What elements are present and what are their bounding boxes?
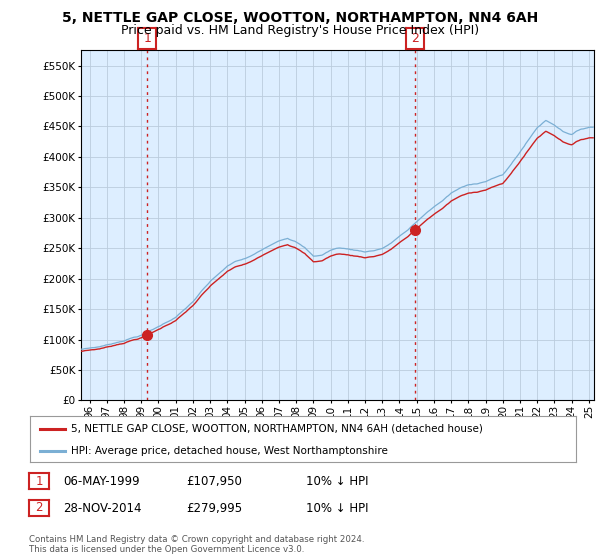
Text: 10% ↓ HPI: 10% ↓ HPI [306,502,368,515]
Text: 28-NOV-2014: 28-NOV-2014 [63,502,142,515]
Text: 1: 1 [35,474,43,488]
Text: 1: 1 [143,32,151,45]
Text: 5, NETTLE GAP CLOSE, WOOTTON, NORTHAMPTON, NN4 6AH: 5, NETTLE GAP CLOSE, WOOTTON, NORTHAMPTO… [62,11,538,25]
Text: £279,995: £279,995 [186,502,242,515]
Text: 5, NETTLE GAP CLOSE, WOOTTON, NORTHAMPTON, NN4 6AH (detached house): 5, NETTLE GAP CLOSE, WOOTTON, NORTHAMPTO… [71,424,483,434]
Text: 2: 2 [35,501,43,515]
Text: £107,950: £107,950 [186,475,242,488]
Text: 2: 2 [411,32,419,45]
Text: 06-MAY-1999: 06-MAY-1999 [63,475,140,488]
Text: 10% ↓ HPI: 10% ↓ HPI [306,475,368,488]
Text: HPI: Average price, detached house, West Northamptonshire: HPI: Average price, detached house, West… [71,446,388,455]
Text: Contains HM Land Registry data © Crown copyright and database right 2024.
This d: Contains HM Land Registry data © Crown c… [29,535,364,554]
Text: Price paid vs. HM Land Registry's House Price Index (HPI): Price paid vs. HM Land Registry's House … [121,24,479,37]
